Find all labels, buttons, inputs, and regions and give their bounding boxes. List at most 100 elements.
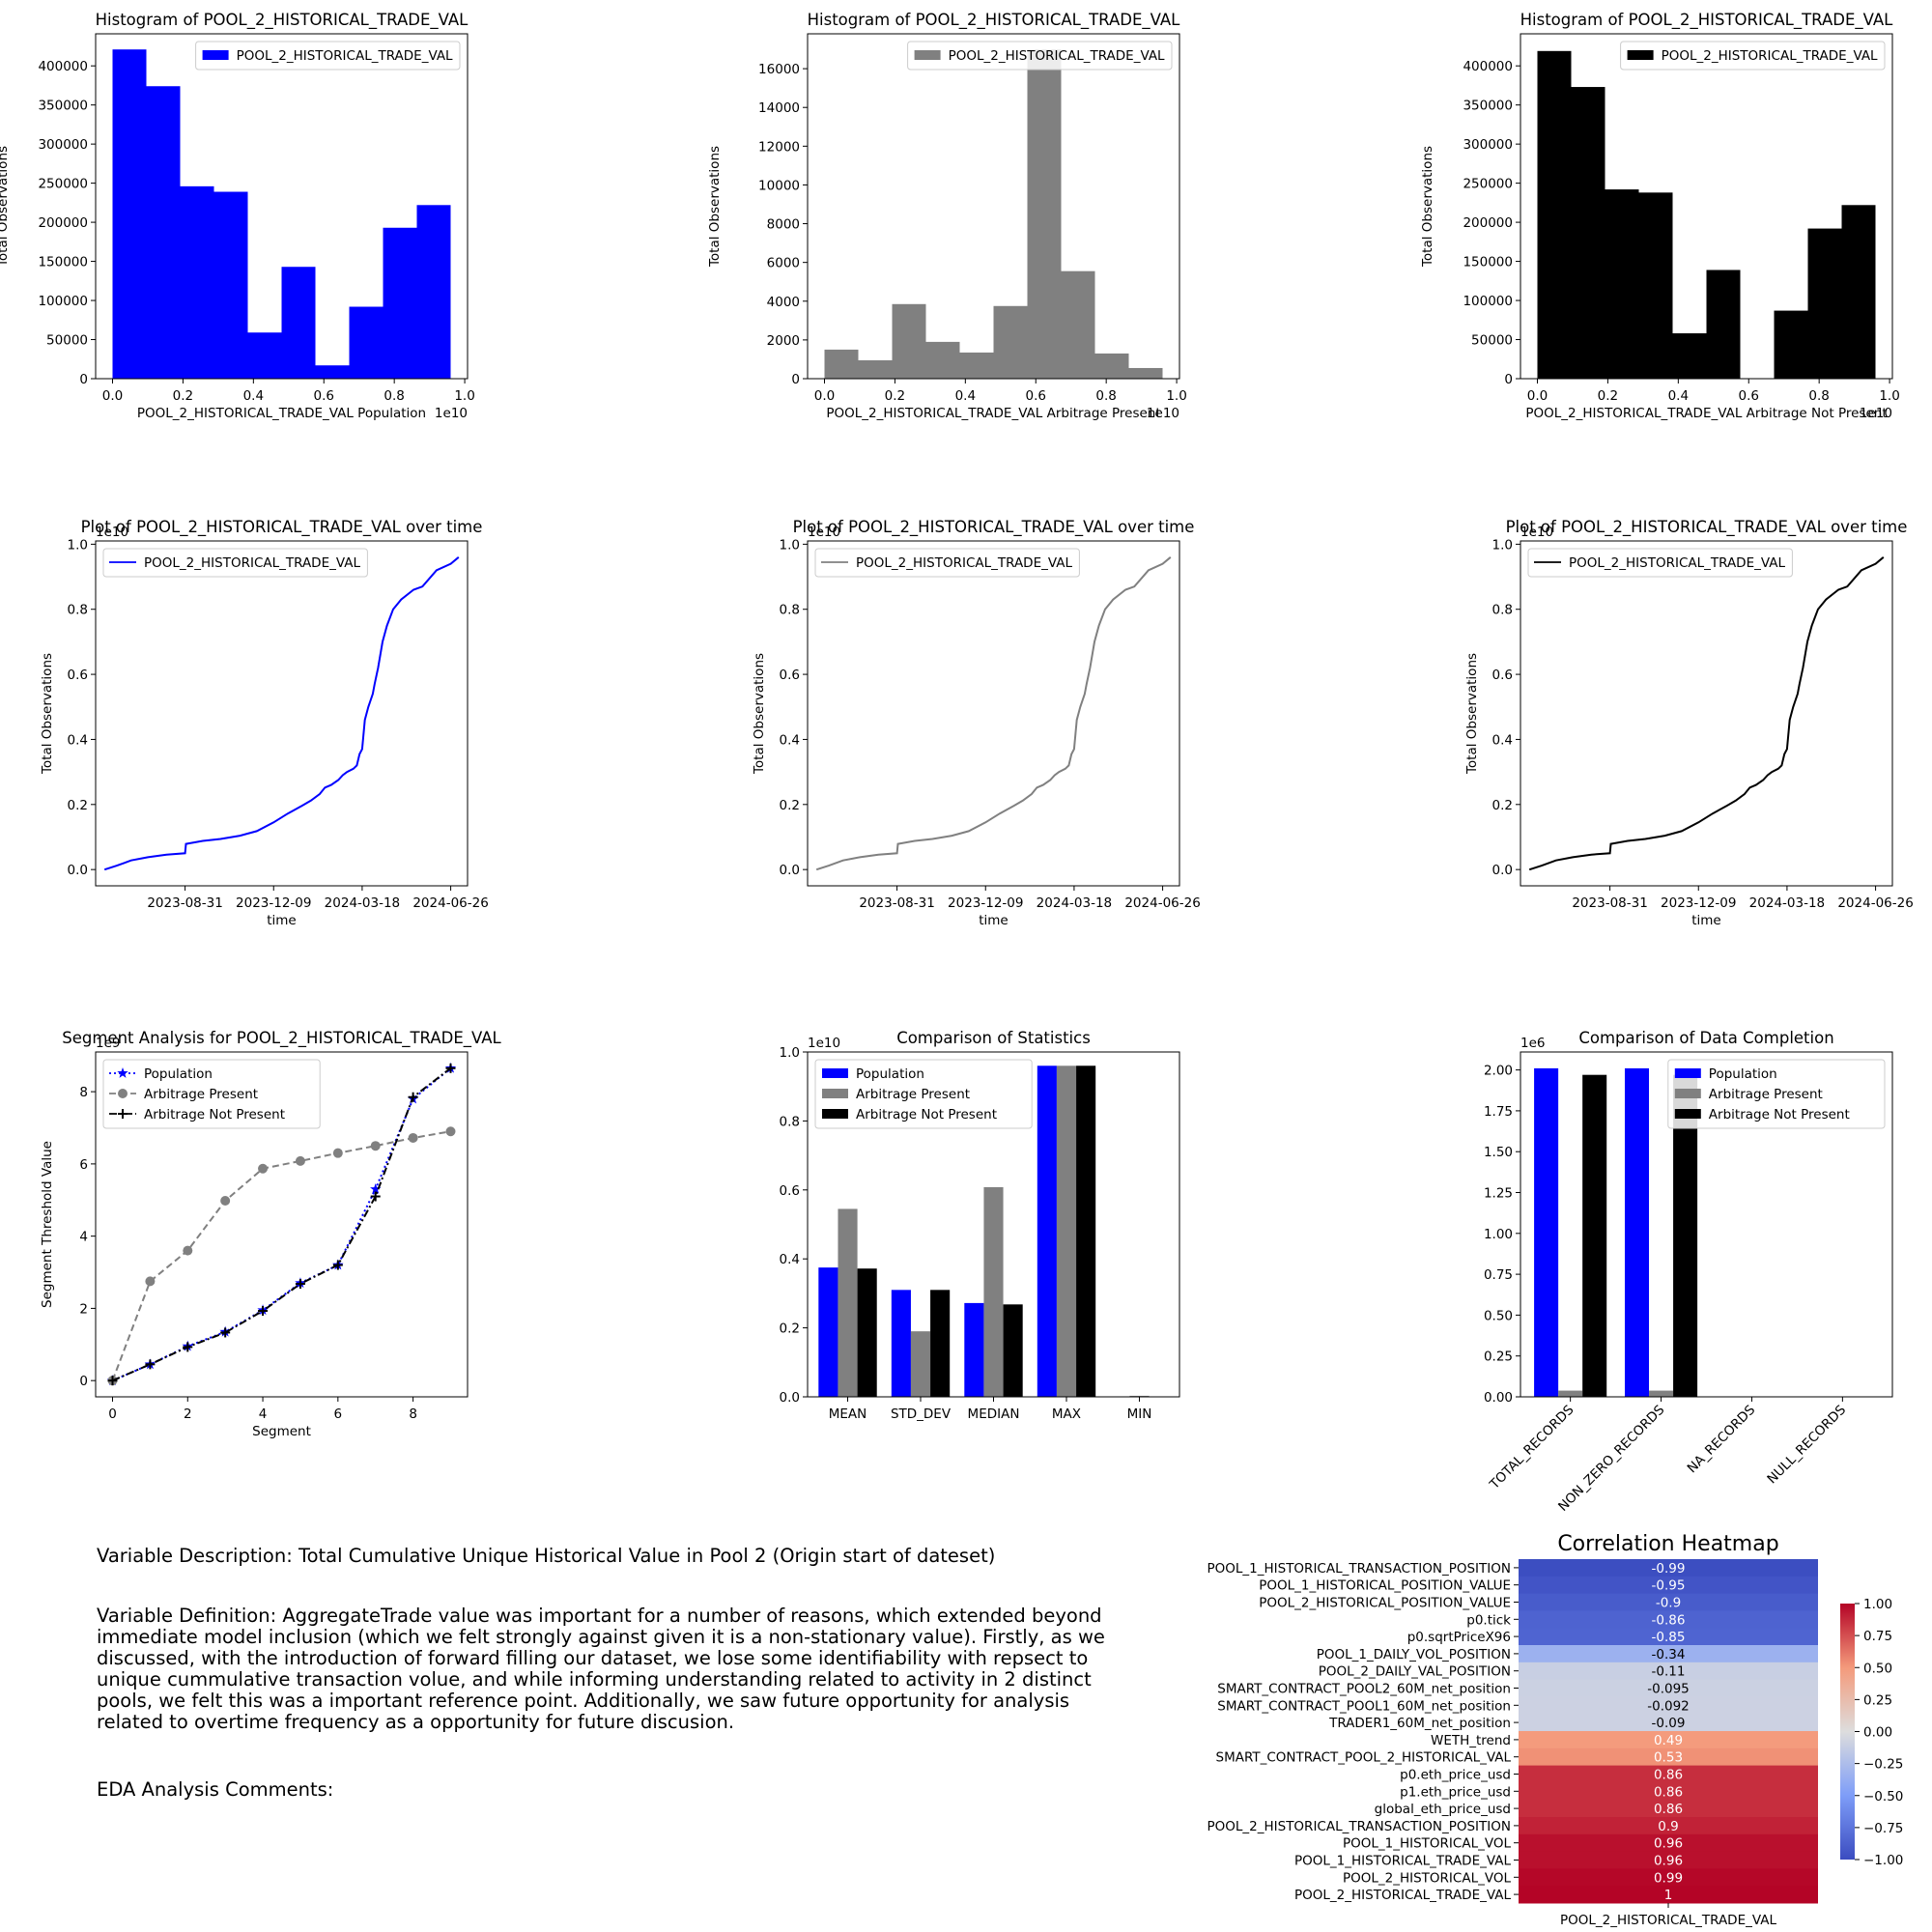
comparison_completion-bar: [1624, 1067, 1650, 1397]
correlation_heatmap-cell: [1519, 1662, 1818, 1681]
correlation_heatmap-cell-label: 0.86: [1654, 1768, 1683, 1783]
segment_analysis-point: [220, 1196, 231, 1207]
hist_population-xtick-label: 0.6: [314, 388, 334, 404]
comparison_statistics-legend: [814, 1059, 1033, 1129]
comparison_statistics-xtick-label: MEAN: [829, 1406, 867, 1422]
hist_population-bar: [315, 365, 350, 379]
correlation_heatmap-colorbar-tick-label: 0.75: [1863, 1629, 1892, 1644]
line_arb_not_present-ytick-label: 1.0: [1492, 537, 1513, 553]
hist_population-ytick-label: 50000: [46, 333, 88, 349]
hist_arb_present-xtick-label: 0.6: [1026, 388, 1046, 404]
comparison_statistics-bar: [1076, 1065, 1096, 1397]
hist_arb_present-ytick-label: 8000: [767, 217, 800, 233]
hist_arb_not_present-bar: [1571, 87, 1605, 380]
hist_population-legend-label: POOL_2_HISTORICAL_TRADE_VAL: [237, 48, 453, 64]
correlation_heatmap-cell: [1519, 1679, 1818, 1697]
comparison_completion-ytick-label: 0.75: [1484, 1267, 1513, 1283]
hist_arb_present-bar: [993, 305, 1028, 379]
segment_analysis-point: [258, 1163, 269, 1174]
line_population-ytick-label: 0.0: [68, 863, 88, 878]
hist_arb_not_present-bar: [1672, 333, 1707, 379]
correlation_heatmap-cell-label: -0.34: [1652, 1647, 1686, 1662]
hist_population-title: Histogram of POOL_2_HISTORICAL_TRADE_VAL: [96, 11, 469, 30]
hist_arb_not_present-bar: [1774, 310, 1808, 379]
line_population-xtick-label: 2023-12-09: [236, 895, 311, 911]
correlation_heatmap-cell-label: -0.11: [1652, 1664, 1686, 1680]
hist_arb_present-bar: [824, 349, 859, 379]
correlation_heatmap-colorbar-tick-label: −1.00: [1863, 1853, 1903, 1868]
hist_arb_present-ytick-label: 6000: [767, 256, 800, 271]
line_arb_present-y-offset: 1e10: [808, 525, 840, 540]
hist_arb_not_present-ytick-label: 300000: [1463, 137, 1513, 153]
hist_population-xtick-label: 0.0: [102, 388, 123, 404]
correlation_heatmap-cell-label: -0.86: [1652, 1612, 1686, 1628]
comparison_statistics-ytick-label: 0.8: [780, 1114, 800, 1129]
segment_analysis-ytick-label: 2: [79, 1301, 88, 1317]
hist_arb_not_present-ytick-label: 400000: [1463, 59, 1513, 74]
comparison_statistics-bar: [930, 1290, 951, 1397]
correlation_heatmap-row-label: POOL_2_HISTORICAL_VOL: [1343, 1870, 1511, 1886]
hist_arb_not_present-ytick-label: 350000: [1463, 99, 1513, 114]
correlation_heatmap-cell-label: 0.96: [1654, 1836, 1683, 1852]
line_population-xtick-label: 2023-08-31: [147, 895, 222, 911]
segment_analysis-legend: [102, 1059, 321, 1129]
hist_arb_not_present-ytick-label: 0: [1504, 372, 1513, 387]
hist_population-ytick-label: 0: [79, 372, 88, 387]
line_population-series-line: [103, 556, 460, 871]
comparison_statistics-bar: [983, 1186, 1004, 1397]
correlation_heatmap-cell-label: 0.49: [1654, 1733, 1683, 1748]
comparison_statistics-ytick-label: 1.0: [780, 1045, 800, 1061]
correlation_heatmap-row-label: SMART_CONTRACT_POOL_2_HISTORICAL_VAL: [1216, 1750, 1512, 1766]
correlation_heatmap-cell-label: 0.99: [1654, 1870, 1683, 1886]
hist_population-legend-swatch: [202, 50, 229, 60]
hist_population: 0 50000 100000 150000 200000 250000 300000 3500…: [0, 11, 475, 421]
correlation_heatmap-colorbar-tick-label: 0.00: [1863, 1725, 1892, 1741]
hist_arb_present-bar: [925, 341, 960, 379]
comparison_statistics-y-offset: 1e10: [808, 1036, 840, 1051]
segment_analysis-ylabel: Segment Threshold Value: [40, 1141, 55, 1308]
line_population-axes-frame: [95, 540, 469, 887]
line_arb_not_present-xtick-label: 2023-08-31: [1572, 895, 1647, 911]
line_population-legend-label: POOL_2_HISTORICAL_TRADE_VAL: [144, 555, 360, 571]
line_arb_present-xtick-label: 2024-06-26: [1124, 895, 1200, 911]
correlation_heatmap-colorbar-tick-label: −0.75: [1863, 1821, 1903, 1836]
line_arb_present-xtick-label: 2023-12-09: [948, 895, 1023, 911]
hist_arb_present-legend-swatch: [914, 50, 941, 60]
line_population-xtick-label: 2024-06-26: [412, 895, 488, 911]
hist_arb_not_present-bar: [1638, 192, 1673, 379]
line_arb_not_present-xlabel: time: [1691, 913, 1721, 928]
comparison_statistics-bar: [818, 1267, 838, 1397]
segment_analysis-xtick-label: 6: [334, 1406, 343, 1422]
line_arb_present-axes-frame: [807, 540, 1180, 887]
correlation_heatmap-row-label: WETH_trend: [1431, 1733, 1511, 1748]
segment_analysis-point: [370, 1183, 382, 1194]
hist_arb_not_present-bar: [1841, 205, 1876, 379]
comparison_statistics-bar: [1037, 1065, 1057, 1397]
comparison_completion-legend-swatch: [1674, 1068, 1701, 1078]
segment_analysis-series-line: [111, 1130, 451, 1381]
comparison_statistics-legend-swatch: [822, 1109, 848, 1119]
line_arb_not_present-ytick-label: 0.2: [1492, 798, 1513, 813]
correlation_heatmap-title: Correlation Heatmap: [1557, 1532, 1778, 1556]
segment_analysis-xtick-label: 2: [184, 1406, 192, 1422]
comparison_completion-bar: [1558, 1390, 1583, 1397]
comparison_statistics-title: Comparison of Statistics: [896, 1029, 1091, 1047]
correlation_heatmap-cell-label: 0.53: [1654, 1750, 1683, 1766]
hist_arb_not_present-xtick-label: 0.4: [1668, 388, 1689, 404]
line_arb_present-legend: [814, 548, 1080, 578]
comparison_completion-bar: [1534, 1067, 1559, 1397]
line_arb_present-series-line: [815, 556, 1172, 871]
line_arb_present-xlabel: time: [979, 913, 1009, 928]
hist_population-ytick-label: 400000: [38, 59, 88, 74]
correlation_heatmap-cell-label: 0.86: [1654, 1802, 1683, 1817]
comparison_completion-ytick-label: 2.00: [1484, 1064, 1513, 1079]
hist_arb_not_present-title: Histogram of POOL_2_HISTORICAL_TRADE_VAL: [1520, 11, 1894, 30]
correlation_heatmap-cell: [1519, 1886, 1818, 1904]
correlation_heatmap-cell: [1519, 1610, 1818, 1629]
comparison_statistics-legend-label: Arbitrage Present: [856, 1087, 970, 1102]
hist_arb_not_present-ytick-label: 100000: [1463, 294, 1513, 309]
comparison_completion-xtick-label: TOTAL_RECORDS: [1487, 1403, 1577, 1493]
hist_population-ytick-label: 350000: [38, 99, 88, 114]
line_population-ytick-label: 0.8: [68, 603, 88, 618]
